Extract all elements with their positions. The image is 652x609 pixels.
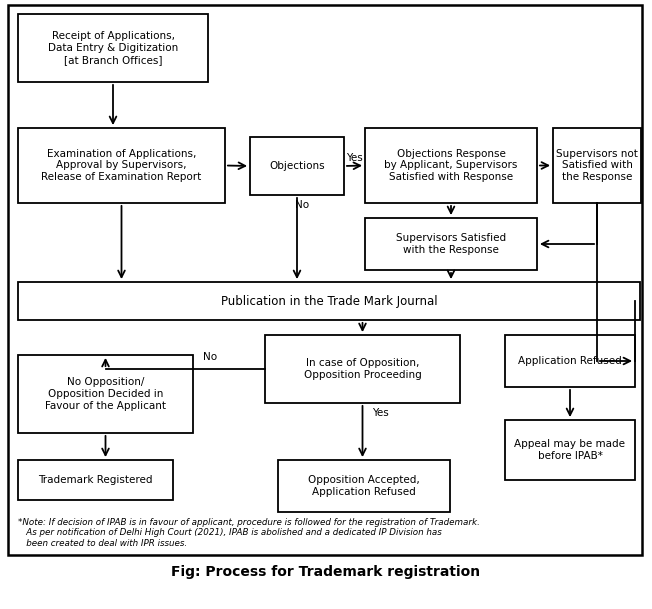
Bar	[278, 460, 450, 512]
Text: Appeal may be made
before IPAB*: Appeal may be made before IPAB*	[514, 439, 625, 461]
Bar	[18, 282, 640, 320]
Text: Supervisors Satisfied
with the Response: Supervisors Satisfied with the Response	[396, 233, 506, 255]
Text: Fig: Process for Trademark registration: Fig: Process for Trademark registration	[171, 565, 481, 579]
Text: Receipt of Applications,
Data Entry & Digitization
[at Branch Offices]: Receipt of Applications, Data Entry & Di…	[48, 32, 178, 65]
Bar	[265, 335, 460, 403]
Text: Yes: Yes	[372, 408, 389, 418]
Text: No: No	[295, 200, 309, 210]
Text: Yes: Yes	[346, 153, 363, 163]
Text: Objections: Objections	[269, 161, 325, 171]
Text: No: No	[203, 352, 217, 362]
Bar	[250, 137, 344, 195]
Text: Supervisors not
Satisfied with
the Response: Supervisors not Satisfied with the Respo…	[556, 149, 638, 182]
Bar	[18, 355, 193, 433]
Bar	[18, 460, 173, 500]
Text: Application Refused: Application Refused	[518, 356, 622, 366]
Text: Opposition Accepted,
Application Refused: Opposition Accepted, Application Refused	[308, 475, 420, 497]
Text: *Note: If decision of IPAB is in favour of applicant, procedure is followed for : *Note: If decision of IPAB is in favour …	[18, 518, 480, 548]
Bar	[365, 128, 537, 203]
Text: Publication in the Trade Mark Journal: Publication in the Trade Mark Journal	[220, 295, 437, 308]
Text: Objections Response
by Applicant, Supervisors
Satisfied with Response: Objections Response by Applicant, Superv…	[384, 149, 518, 182]
Bar	[18, 14, 208, 82]
Bar	[365, 218, 537, 270]
Text: Trademark Registered: Trademark Registered	[38, 475, 153, 485]
Bar	[18, 128, 225, 203]
Bar	[505, 420, 635, 480]
Bar	[553, 128, 641, 203]
Text: No Opposition/
Opposition Decided in
Favour of the Applicant: No Opposition/ Opposition Decided in Fav…	[45, 378, 166, 410]
Bar	[505, 335, 635, 387]
Text: In case of Opposition,
Opposition Proceeding: In case of Opposition, Opposition Procee…	[304, 358, 421, 380]
Text: Examination of Applications,
Approval by Supervisors,
Release of Examination Rep: Examination of Applications, Approval by…	[41, 149, 201, 182]
